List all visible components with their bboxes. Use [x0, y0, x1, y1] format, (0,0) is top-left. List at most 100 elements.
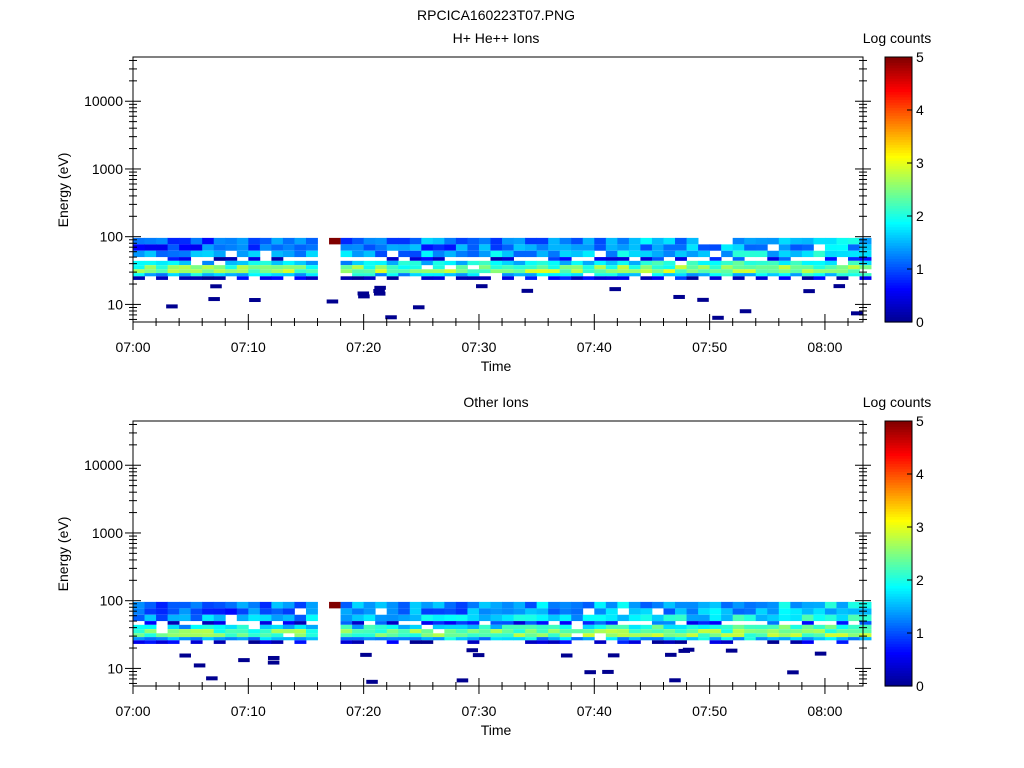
spectrogram-cell — [179, 260, 192, 266]
spectrogram-cell — [133, 260, 145, 266]
spectrogram-cell — [755, 273, 768, 277]
spectrogram-cell — [836, 265, 849, 270]
spectrogram-cell — [213, 257, 226, 261]
spectrogram-cell — [640, 250, 653, 258]
colorbar-swatch — [885, 577, 912, 581]
spectrogram-cell — [444, 633, 457, 638]
spectrogram-cell — [259, 601, 272, 609]
spectrogram-cell — [421, 260, 434, 266]
spectrogram-cell — [156, 614, 168, 622]
spectrogram-cell — [536, 265, 549, 270]
spectrogram-cell — [373, 289, 385, 294]
spectrogram-cell — [732, 637, 745, 641]
spectrogram-cell — [236, 276, 249, 280]
colorbar-swatch — [885, 245, 912, 249]
spectrogram-cell — [444, 614, 457, 622]
colorbar-swatch — [885, 431, 912, 435]
colorbar-swatch — [885, 548, 912, 552]
spectrogram-cell — [156, 640, 168, 644]
spectrogram-cell — [352, 237, 365, 245]
spectrogram-cell — [675, 637, 687, 641]
spectrogram-cell — [409, 244, 422, 251]
spectrogram-cell — [412, 305, 425, 310]
spectrogram-cell — [432, 260, 445, 266]
colorbar-swatch — [885, 131, 912, 135]
spectrogram-cell — [259, 629, 272, 634]
spectrogram-cell — [248, 601, 261, 609]
colorbar-tick-label: 3 — [916, 519, 924, 535]
spectrogram-cell — [605, 276, 618, 280]
spectrogram-cell — [559, 265, 572, 270]
spectrogram-cell — [859, 624, 872, 630]
spectrogram-cell — [282, 637, 295, 641]
spectrogram-cell — [525, 640, 538, 644]
spectrogram-cell — [202, 614, 215, 622]
spectrogram-cell — [617, 601, 630, 609]
y-tick-label: 10000 — [84, 457, 123, 473]
colorbar-swatch — [885, 72, 912, 77]
spectrogram-cell — [421, 237, 434, 245]
spectrogram-cell — [628, 237, 641, 245]
spectrogram-cell — [813, 633, 826, 638]
spectrogram-cell — [156, 273, 168, 277]
spectrogram-cell — [559, 633, 572, 638]
spectrogram-cell — [686, 273, 699, 277]
spectrogram-cell — [133, 276, 145, 280]
spectrogram-cell — [271, 257, 284, 261]
spectrogram-cell — [455, 250, 468, 258]
spectrogram-cell — [225, 637, 238, 641]
spectrogram-cell — [790, 273, 803, 277]
spectrogram-cell — [398, 269, 411, 274]
spectrogram-cell — [767, 624, 780, 630]
spectrogram-cell — [432, 633, 445, 638]
spectrogram-cell — [859, 276, 872, 280]
colorbar-swatch — [885, 279, 912, 283]
x-tick-label: 07:10 — [231, 703, 266, 719]
spectrogram-cell — [709, 244, 722, 251]
spectrogram-cell — [352, 250, 365, 258]
spectrogram-cell — [248, 637, 261, 641]
colorbar-swatch — [885, 149, 912, 153]
spectrogram-cell — [813, 624, 826, 630]
spectrogram-cell — [271, 601, 284, 609]
spectrogram-cell — [375, 621, 388, 625]
colorbar-swatch — [885, 208, 912, 212]
colorbar-swatch — [885, 234, 912, 238]
spectrogram-cell — [721, 637, 734, 641]
colorbar-swatch — [885, 423, 912, 427]
spectrogram-cell — [267, 655, 280, 660]
colorbar-swatch — [885, 436, 912, 441]
spectrogram-cell — [190, 244, 203, 251]
colorbar-swatch — [885, 603, 912, 608]
colorbar-swatch — [885, 561, 912, 565]
spectrogram-cell — [594, 257, 607, 261]
y-tick-label: 10000 — [84, 93, 123, 109]
spectrogram-cell — [502, 637, 514, 641]
spectrogram-cell — [259, 640, 272, 644]
spectrogram-cell — [824, 633, 837, 638]
spectrogram-cell — [582, 265, 595, 270]
spectrogram-cell — [236, 265, 249, 270]
colorbar-swatch — [885, 197, 912, 201]
spectrogram-cell — [778, 624, 791, 630]
colorbar-swatch — [885, 492, 912, 496]
spectrogram-cell — [490, 237, 503, 245]
colorbar-swatch — [885, 587, 912, 592]
spectrogram-cell — [732, 624, 745, 630]
spectrogram-cell — [675, 608, 687, 615]
spectrogram-cell — [294, 621, 307, 625]
spectrogram-cell — [271, 273, 284, 277]
spectrogram-cell — [709, 269, 722, 274]
spectrogram-cell — [363, 273, 376, 277]
spectrogram-cell — [824, 265, 837, 270]
spectrogram-cell — [202, 624, 215, 630]
colorbar-swatch — [885, 635, 912, 639]
spectrogram-cell — [478, 250, 491, 258]
spectrogram-cell — [663, 273, 676, 277]
spectrogram-cell — [144, 637, 157, 641]
spectrogram-cell — [675, 276, 687, 280]
spectrogram-cell — [271, 608, 284, 615]
colorbar-swatch — [885, 308, 912, 312]
spectrogram-cell — [824, 624, 837, 630]
spectrogram-cell — [398, 250, 411, 258]
